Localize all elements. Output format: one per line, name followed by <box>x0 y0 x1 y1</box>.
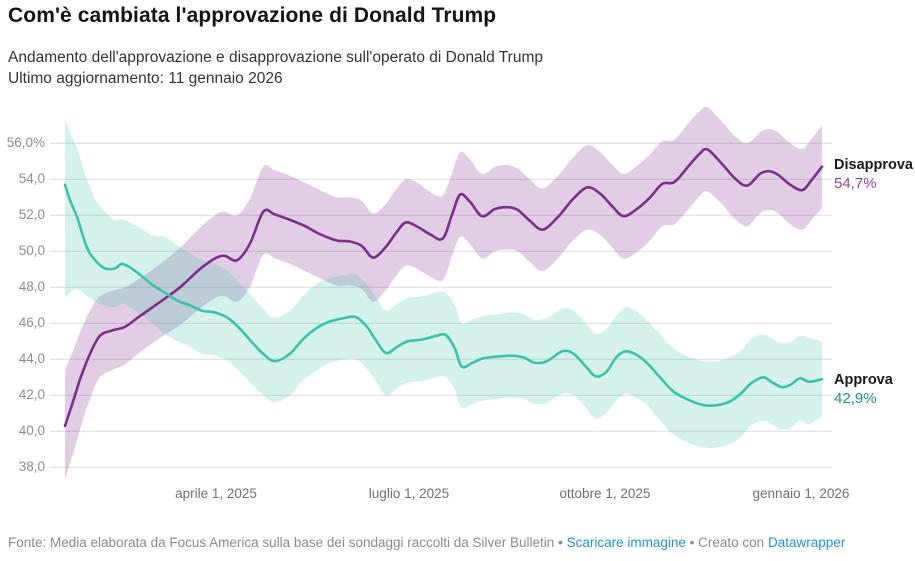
chart-subtitle: Andamento dell'approvazione e disapprova… <box>8 47 543 89</box>
datawrapper-link[interactable]: Datawrapper <box>767 535 846 550</box>
y-axis: 56,0% 54,0 52,0 50,0 48,0 46,0 44,0 42,0 40,0 38,… <box>0 0 45 561</box>
series-label-approva: Approva 42,9% <box>834 371 893 408</box>
y-axis-tick-label: 52,0 <box>18 207 45 223</box>
source-text: Fonte: Media elaborata da Focus America … <box>8 535 555 550</box>
page-title: Com'è cambiata l'approvazione di Donald … <box>8 4 497 27</box>
footer: Fonte: Media elaborata da Focus America … <box>8 535 908 550</box>
series-value-disapprova: 54,7% <box>834 175 877 192</box>
confidence-band-approva <box>65 118 822 448</box>
footer-separator-2: • <box>689 535 695 550</box>
series-name-approva: Approva <box>834 372 893 388</box>
y-axis-tick-label: 56,0% <box>6 135 45 151</box>
confidence-band-disapprova <box>65 106 822 480</box>
y-axis-tick-label: 48,0 <box>18 279 45 295</box>
series-line-approva <box>63 183 824 407</box>
x-axis-tick-label: ottobre 1, 2025 <box>559 486 651 501</box>
footer-separator: • <box>558 535 563 550</box>
y-axis-tick-label: 50,0 <box>18 243 45 259</box>
y-axis-tick-label: 38,0 <box>18 459 45 475</box>
series-line-disapprova <box>63 147 824 428</box>
download-image-link[interactable]: Scaricare immagine <box>566 535 686 550</box>
series-value-approva: 42,9% <box>834 390 877 407</box>
y-axis-tick-label: 44,0 <box>18 351 45 367</box>
subtitle-line-1: Andamento dell'approvazione e disapprova… <box>8 49 543 66</box>
y-axis-tick-label: 40,0 <box>18 423 45 439</box>
subtitle-line-2: Ultimo aggiornamento: 11 gennaio 2026 <box>8 70 283 87</box>
y-axis-tick-label: 46,0 <box>18 315 45 331</box>
y-axis-tick-label: 54,0 <box>18 171 45 187</box>
y-axis-tick-label: 42,0 <box>18 387 45 403</box>
series-label-disapprova: Disapprova 54,7% <box>834 156 913 193</box>
created-with-text: Creato con <box>698 535 765 550</box>
x-axis-tick-label: luglio 1, 2025 <box>368 486 450 501</box>
x-axis-tick-label: gennaio 1, 2026 <box>752 486 850 501</box>
series-name-disapprova: Disapprova <box>834 157 913 173</box>
x-axis-tick-label: aprile 1, 2025 <box>175 486 257 501</box>
